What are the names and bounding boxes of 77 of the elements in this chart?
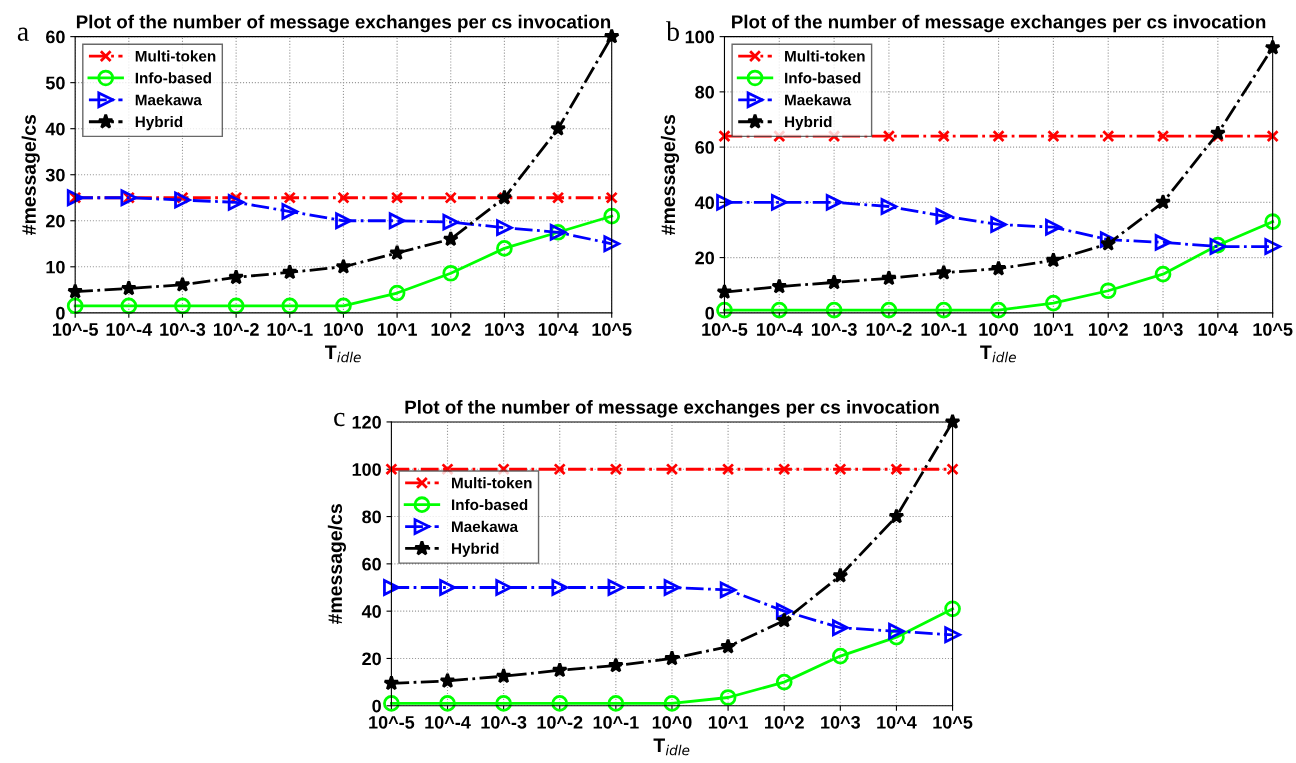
y-tick-label: 30	[45, 168, 65, 182]
x-tick-label: 10^5	[592, 323, 632, 336]
x-axis-title: T$_{idle}$	[653, 738, 690, 756]
x-tick-label: 10^1	[1034, 323, 1074, 336]
legend-label: Info-based	[785, 72, 861, 84]
x-tick-label: 10^-1	[593, 715, 639, 729]
x-tick-label: 10^2	[1089, 323, 1128, 336]
x-tick-label: 10^0	[979, 323, 1019, 336]
x-tick-label: 10^3	[1143, 323, 1183, 336]
legend-label: Maekawa	[785, 94, 852, 106]
x-axis-title: T$_{idle}$	[324, 345, 361, 363]
text: a	[17, 27, 29, 41]
y-tick-label: 60	[46, 30, 65, 44]
x-tick-label: 10^-1	[267, 323, 313, 336]
x-tick-label: 10^0	[324, 323, 364, 336]
chart-title: Plot of the number of message exchanges per cs invocation	[405, 400, 939, 418]
x-tick-label: 10^-2	[866, 323, 912, 336]
x-tick-label: 10^-4	[106, 323, 153, 336]
legend-label: Hybrid	[135, 116, 183, 131]
y-tick-label: 10	[46, 260, 65, 274]
text: b	[666, 21, 679, 41]
legend-label: Hybrid	[452, 542, 499, 557]
x-tick-label: 10^1	[377, 323, 417, 336]
y-axis-title: #message/cs	[21, 114, 40, 235]
legend-label: Multi-token	[135, 50, 216, 62]
x-tick-label: 10^4	[1198, 323, 1239, 336]
y-tick-label: 40	[45, 122, 65, 136]
x-tick-label: 10^-1	[921, 323, 967, 336]
x-tick-label: 10^3	[485, 323, 525, 336]
legend-label: Info-based	[135, 72, 211, 84]
x-tick-label: 10^-3	[481, 715, 527, 729]
y-tick-label: 0	[372, 699, 381, 713]
y-tick-label: 20	[695, 251, 714, 265]
x-tick-label: 10^5	[1253, 323, 1293, 336]
legend-label: Hybrid	[785, 116, 832, 131]
x-tick-label: 10^-5	[52, 323, 99, 336]
y-tick-label: 50	[45, 76, 65, 90]
y-tick-label: 80	[362, 510, 381, 524]
legend-label: Multi-token	[452, 477, 532, 489]
y-axis-title: #message/cs	[327, 504, 346, 625]
chart-title: Plot of the number of message exchanges per cs invocation	[76, 14, 611, 33]
legend-label: Info-based	[452, 498, 528, 511]
legend-label: Maekawa	[135, 94, 202, 106]
y-tick-label: 0	[705, 306, 714, 320]
x-tick-label: 10^3	[821, 715, 861, 729]
chart-title: Plot of the number of message exchanges per cs invocation	[732, 14, 1266, 33]
y-tick-label: 80	[695, 85, 714, 99]
x-tick-label: 10^-5	[369, 715, 415, 729]
y-tick-label: 100	[352, 463, 381, 476]
y-tick-label: 0	[56, 306, 65, 320]
legend-label: Maekawa	[452, 520, 519, 533]
x-tick-label: 10^2	[431, 323, 471, 336]
x-tick-label: 10^5	[933, 715, 973, 729]
x-tick-label: 10^4	[877, 715, 917, 729]
y-tick-label: 100	[685, 30, 714, 44]
y-tick-label: 20	[362, 652, 381, 666]
x-tick-label: 10^-2	[213, 323, 259, 336]
x-axis-title: T$_{idle}$	[980, 345, 1016, 363]
x-tick-label: 10^-2	[537, 715, 583, 729]
y-tick-label: 120	[352, 415, 381, 429]
x-tick-label: 10^0	[652, 715, 692, 729]
x-tick-label: 10^-4	[757, 323, 803, 336]
y-tick-label: 40	[361, 605, 381, 618]
x-tick-label: 10^2	[765, 715, 804, 729]
legend-label: Multi-token	[785, 50, 865, 62]
y-tick-label: 60	[362, 557, 381, 571]
x-tick-label: 10^-3	[160, 323, 206, 336]
x-tick-label: 10^1	[708, 715, 748, 729]
x-tick-label: 10^-5	[702, 323, 748, 336]
x-tick-label: 10^4	[538, 323, 579, 336]
y-tick-label: 60	[695, 141, 714, 154]
text: c	[334, 412, 345, 427]
y-axis-title: #message/cs	[660, 114, 680, 235]
y-tick-label: 40	[694, 196, 714, 210]
y-tick-label: 20	[45, 214, 65, 228]
x-tick-label: 10^-3	[811, 323, 857, 336]
x-tick-label: 10^-4	[425, 715, 471, 729]
